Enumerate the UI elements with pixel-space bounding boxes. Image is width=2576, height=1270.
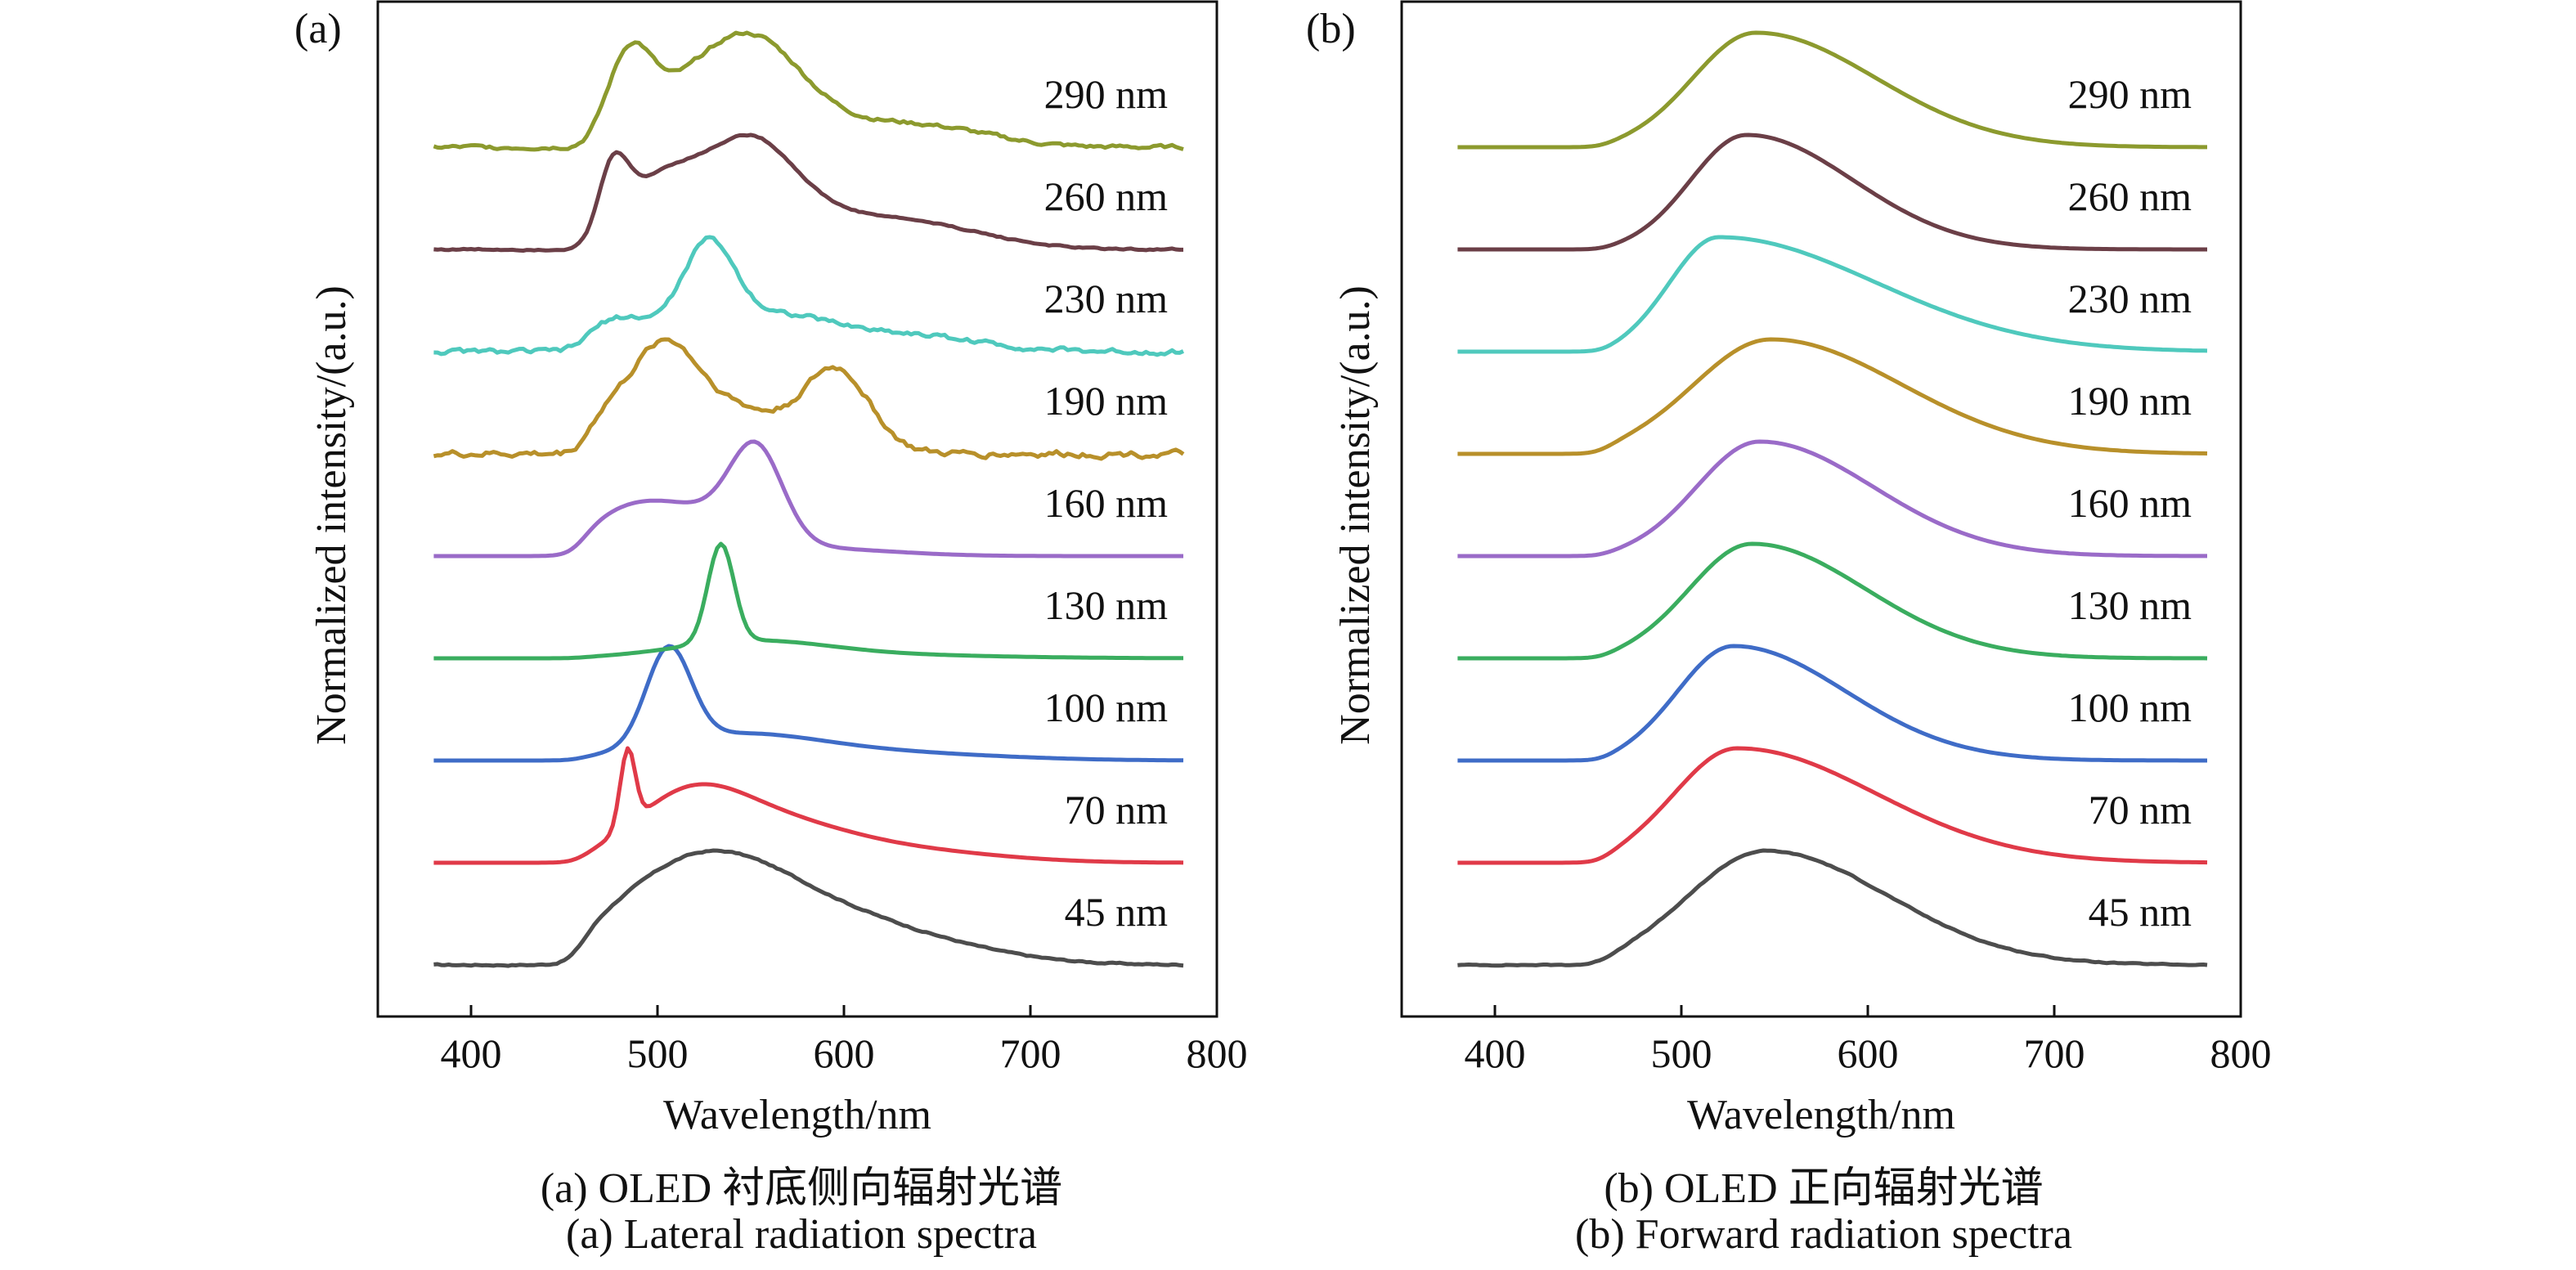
series-line-190nm xyxy=(1457,337,2208,456)
caption-cn-a: (a) OLED 衬底侧向辐射光谱 xyxy=(540,1165,1063,1212)
series-line-45nm xyxy=(433,848,1184,968)
series-label: 290 nm xyxy=(2068,71,2192,117)
series-label: 190 nm xyxy=(1044,378,1169,424)
series-line-130nm xyxy=(433,541,1183,661)
series-label: 190 nm xyxy=(2068,378,2192,424)
series-label: 160 nm xyxy=(1044,480,1169,526)
panel-label: (b) xyxy=(1306,6,1356,52)
series-label: 230 nm xyxy=(1044,276,1169,321)
series-label: 260 nm xyxy=(2068,173,2192,219)
x-axis-label: Wavelength/nm xyxy=(1687,1092,1955,1138)
series-line-130nm xyxy=(1457,541,2208,661)
x-tick-label: 500 xyxy=(1651,1030,1712,1076)
series-line-230nm xyxy=(1457,235,2208,354)
series-line-160nm xyxy=(1457,439,2207,559)
series-line-290nm xyxy=(433,30,1184,152)
series-line-160nm xyxy=(433,439,1183,559)
series-label: 290 nm xyxy=(1044,71,1169,117)
x-tick-label: 400 xyxy=(441,1030,502,1076)
series-label: 70 nm xyxy=(1065,787,1169,832)
series-line-260nm xyxy=(433,132,1183,253)
y-axis-label: Normalized intensity/(a.u.) xyxy=(1332,285,1379,745)
series-label: 130 nm xyxy=(1044,582,1169,628)
series-line-190nm xyxy=(433,337,1185,461)
series-line-290nm xyxy=(1457,30,2207,150)
plot-frame xyxy=(376,0,1218,1018)
series-line-70nm xyxy=(433,746,1184,865)
series-line-260nm xyxy=(1457,132,2207,252)
x-tick-label: 600 xyxy=(814,1030,875,1076)
caption-en-a: (a) Lateral radiation spectra xyxy=(566,1211,1037,1258)
x-tick-label: 700 xyxy=(1000,1030,1061,1076)
series-line-70nm xyxy=(1457,746,2208,865)
series-line-100nm xyxy=(433,644,1184,763)
series-label: 160 nm xyxy=(2068,480,2192,526)
series-label: 260 nm xyxy=(1044,173,1169,219)
x-tick-label: 700 xyxy=(2024,1030,2085,1076)
series-label: 100 nm xyxy=(1044,684,1169,730)
series-label: 230 nm xyxy=(2068,276,2192,321)
panel-label: (a) xyxy=(294,6,342,52)
series-label: 100 nm xyxy=(2068,684,2192,730)
series-label: 70 nm xyxy=(2089,787,2192,832)
y-axis-label: Normalized intensity/(a.u.) xyxy=(308,285,355,745)
x-tick-label: 800 xyxy=(2210,1030,2272,1076)
series-label: 45 nm xyxy=(2089,889,2192,935)
series-line-45nm xyxy=(1457,848,2208,968)
plot-frame xyxy=(1400,0,2242,1018)
x-axis-label: Wavelength/nm xyxy=(663,1092,931,1138)
panel-a: 400 500 600 700 800 Wavelength/nm Normalized i… xyxy=(294,0,1248,1138)
panel-b: 400 500 600 700 800 Wavelength/nm Normalized i… xyxy=(1306,0,2272,1138)
series-line-100nm xyxy=(1457,644,2207,763)
series-label: 130 nm xyxy=(2068,582,2192,628)
caption-en-b: (b) Forward radiation spectra xyxy=(1575,1211,2072,1258)
caption-cn-b: (b) OLED 正向辐射光谱 xyxy=(1604,1165,2044,1212)
x-tick-label: 600 xyxy=(1838,1030,1899,1076)
series-label: 45 nm xyxy=(1065,889,1169,935)
x-tick-label: 400 xyxy=(1465,1030,1526,1076)
x-tick-label: 800 xyxy=(1187,1030,1248,1076)
x-tick-label: 500 xyxy=(627,1030,689,1076)
series-line-230nm xyxy=(433,235,1184,357)
